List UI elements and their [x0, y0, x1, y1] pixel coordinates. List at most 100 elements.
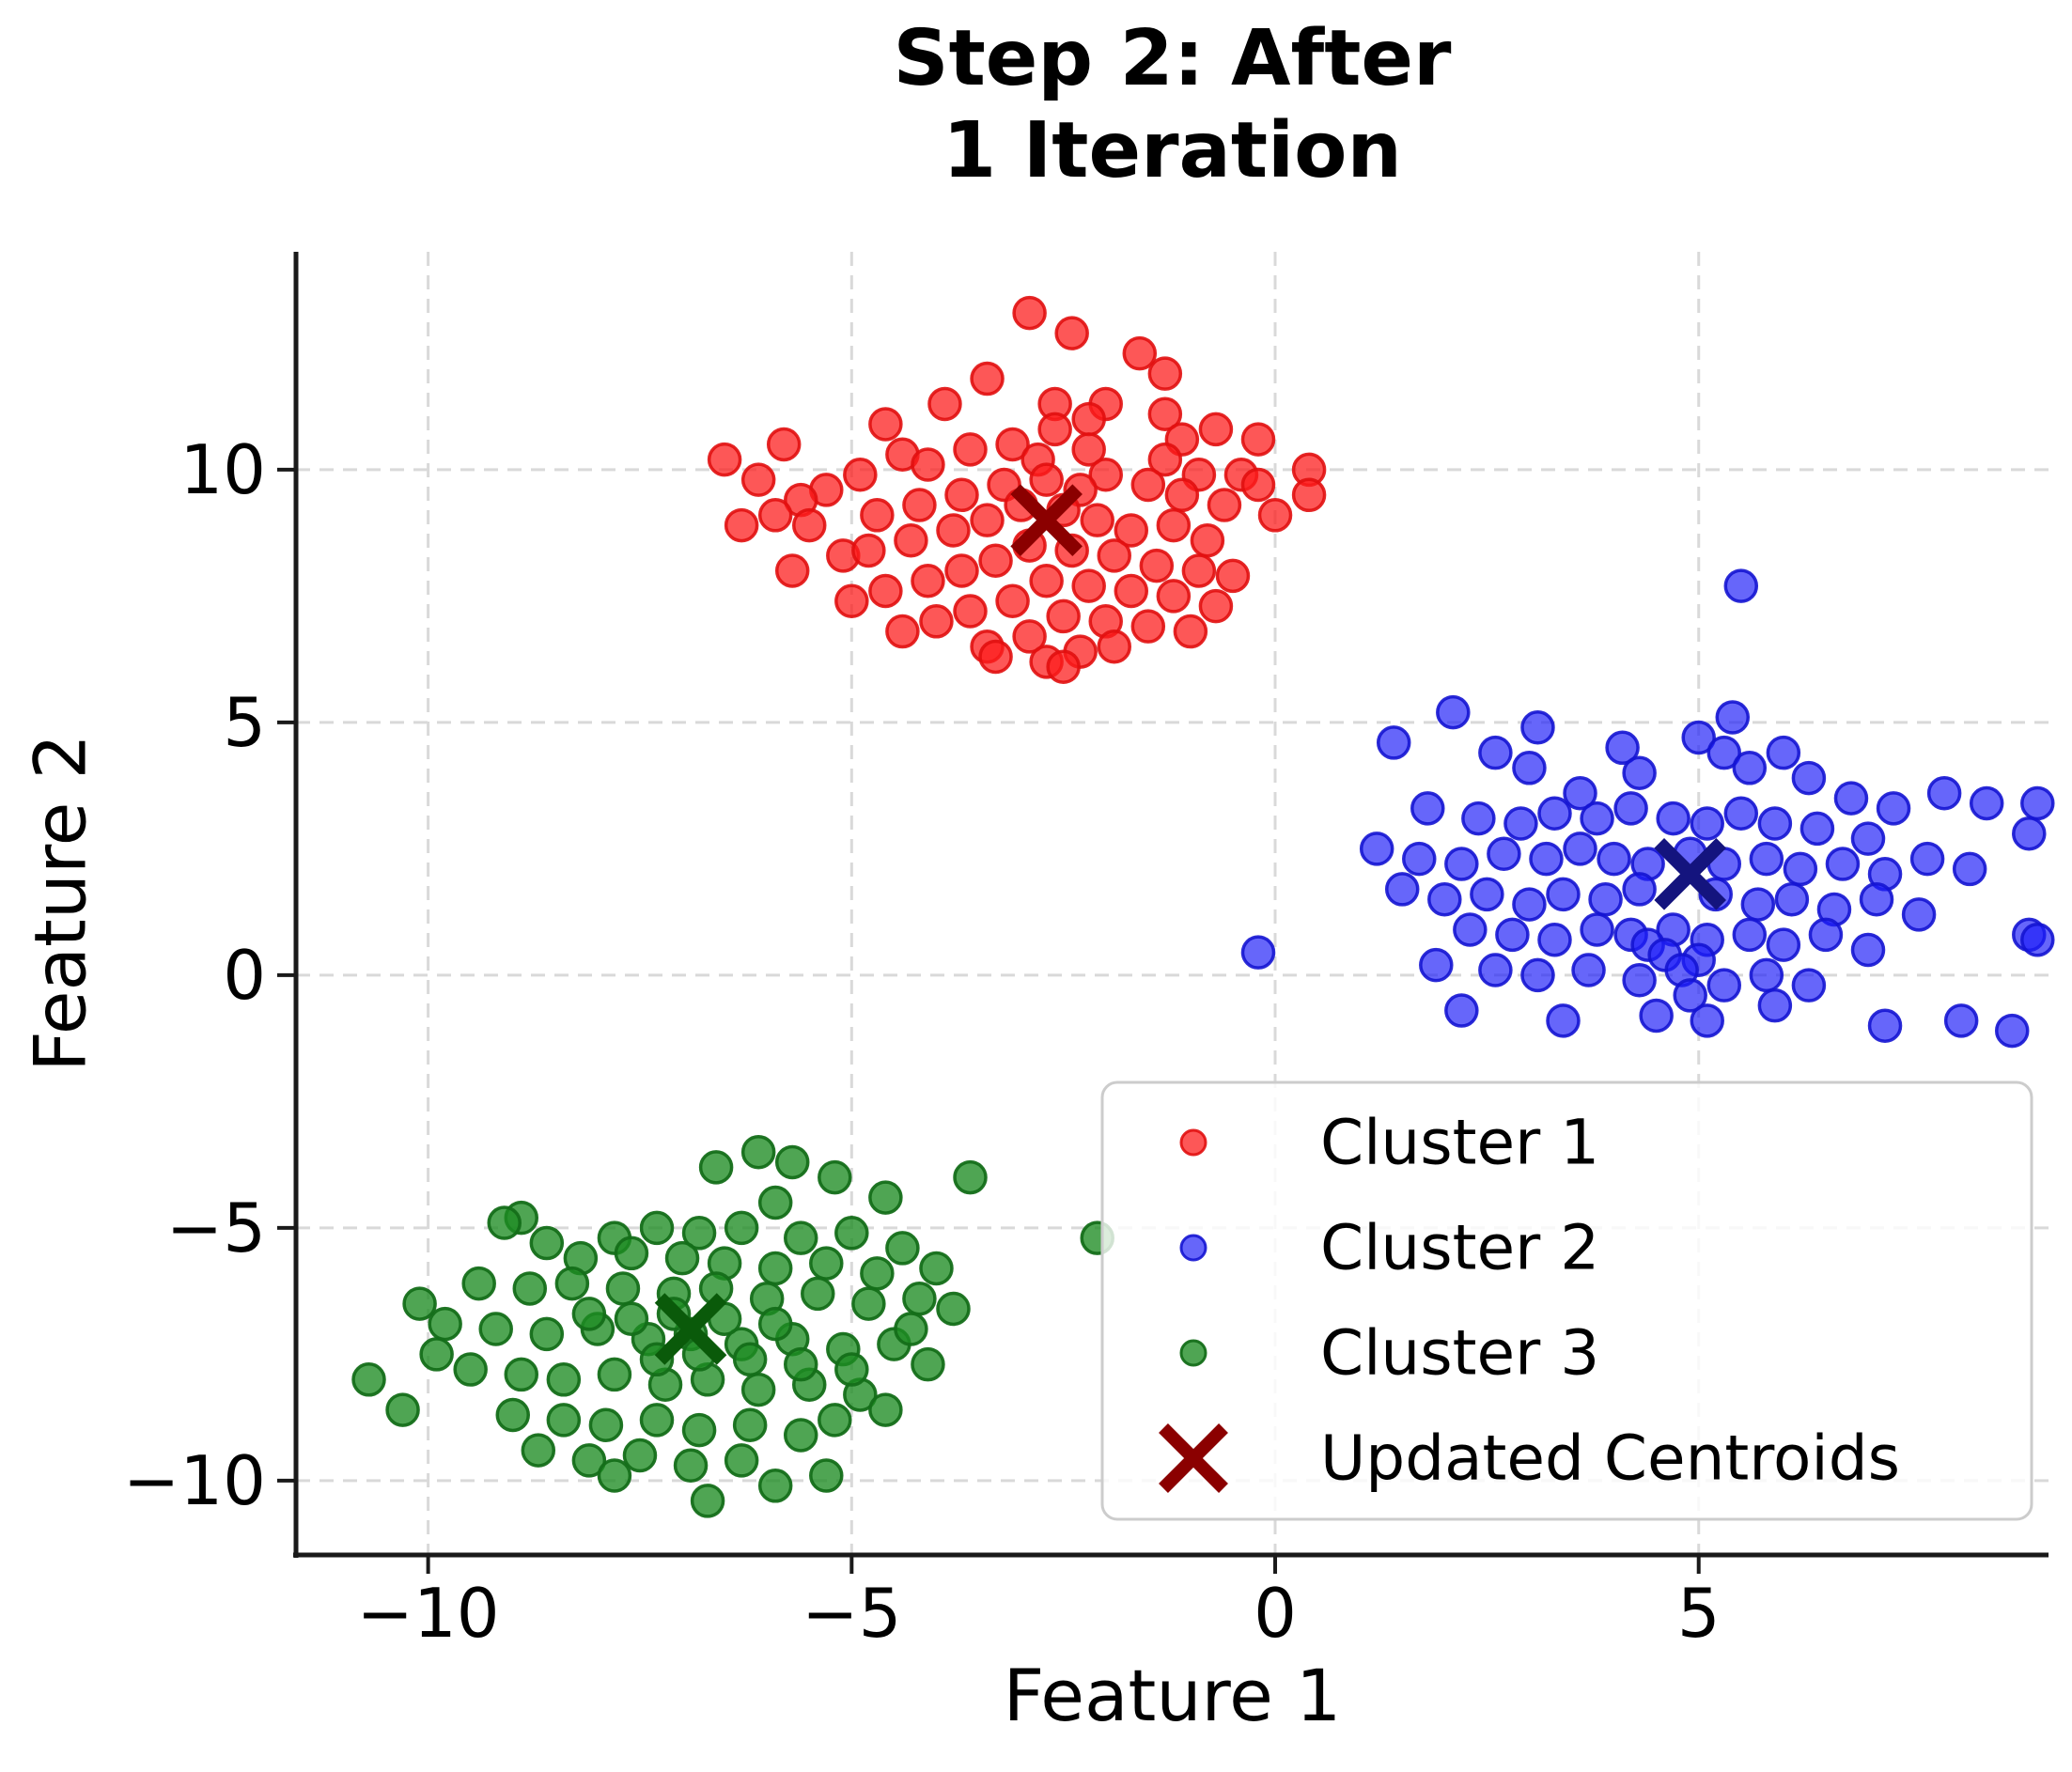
- data-point: [919, 1251, 954, 1286]
- data-point: [1580, 801, 1614, 836]
- data-point: [919, 604, 954, 639]
- data-point: [495, 1397, 531, 1433]
- series-cluster-2: [1240, 568, 2055, 1049]
- data-point: [1240, 422, 1276, 457]
- data-point: [757, 1469, 793, 1503]
- data-point: [1901, 897, 1937, 932]
- data-point: [1495, 917, 1530, 953]
- data-point: [774, 553, 810, 588]
- data-point: [868, 1392, 903, 1427]
- data-point: [707, 442, 742, 477]
- data-point: [1597, 841, 1631, 877]
- data-point: [1156, 507, 1192, 543]
- series-cluster-3: [351, 1134, 1114, 1518]
- data-point: [512, 1271, 548, 1306]
- data-point: [1766, 735, 1801, 770]
- data-point: [1622, 872, 1657, 907]
- data-point: [740, 462, 776, 497]
- chart-title: Step 2: After 1 Iteration: [893, 14, 1452, 196]
- x-tick-label: −10: [357, 1574, 500, 1653]
- data-point: [1257, 498, 1293, 533]
- data-point: [1147, 442, 1183, 477]
- data-point: [757, 498, 793, 533]
- data-point: [783, 1418, 818, 1453]
- data-point: [1147, 396, 1183, 431]
- data-point: [834, 1216, 869, 1251]
- data-point: [690, 1484, 725, 1518]
- data-point: [868, 573, 903, 609]
- data-point: [1723, 796, 1759, 831]
- data-point: [1774, 881, 1810, 917]
- data-point: [1588, 881, 1623, 917]
- data-point: [1410, 791, 1445, 826]
- data-point: [978, 639, 1013, 675]
- data-point: [1783, 851, 1818, 887]
- data-point: [1706, 968, 1742, 1003]
- data-point: [698, 1150, 734, 1185]
- data-point: [757, 1306, 793, 1342]
- data-point: [478, 1312, 513, 1346]
- data-point: [953, 432, 988, 467]
- data-point: [504, 1357, 539, 1392]
- data-point: [597, 1357, 632, 1392]
- data-point: [1740, 887, 1776, 922]
- data-point: [521, 1433, 556, 1468]
- data-point: [1537, 796, 1572, 831]
- data-point: [1029, 462, 1064, 497]
- data-point: [1139, 548, 1175, 583]
- data-point: [1825, 847, 1861, 881]
- data-point: [546, 1362, 582, 1397]
- data-point: [588, 1407, 624, 1442]
- data-point: [554, 1266, 590, 1301]
- data-point: [1546, 877, 1581, 912]
- data-point: [809, 1246, 844, 1281]
- y-tick-label: −10: [123, 1441, 266, 1520]
- data-point: [1436, 694, 1471, 730]
- data-point: [851, 1286, 886, 1321]
- data-point: [1723, 568, 1759, 603]
- data-point: [757, 1185, 793, 1220]
- data-point: [860, 498, 895, 533]
- data-point: [1673, 978, 1707, 1013]
- data-point: [970, 503, 1005, 537]
- y-tick-label: −5: [166, 1189, 266, 1267]
- legend-label: Cluster 1: [1320, 1107, 1599, 1179]
- data-point: [1512, 751, 1547, 785]
- data-point: [1198, 412, 1234, 447]
- data-point: [902, 1281, 937, 1316]
- data-point: [1876, 791, 1911, 826]
- x-tick-label: 5: [1677, 1574, 1721, 1653]
- data-point: [385, 1392, 420, 1427]
- data-point: [1605, 730, 1640, 766]
- data-point: [428, 1306, 462, 1342]
- data-point: [1097, 629, 1132, 664]
- data-point: [911, 563, 945, 598]
- data-point: [1520, 710, 1555, 745]
- data-point: [783, 1220, 818, 1255]
- legend-marker-dot: [1179, 1234, 1207, 1262]
- data-point: [1546, 1003, 1581, 1038]
- data-point: [944, 477, 979, 513]
- data-point: [1622, 963, 1657, 998]
- data-point: [681, 1216, 717, 1251]
- centroid-x-marker: [1010, 484, 1083, 556]
- data-point: [885, 614, 920, 649]
- data-point: [1114, 573, 1149, 609]
- data-point: [1453, 912, 1488, 947]
- data-point: [953, 594, 988, 629]
- data-point: [868, 407, 903, 442]
- y-axis-label: Feature 2: [18, 734, 102, 1072]
- data-point: [801, 1276, 835, 1312]
- data-point: [546, 1403, 582, 1438]
- data-point: [2012, 816, 2047, 851]
- data-point: [529, 1225, 565, 1261]
- data-point: [1732, 917, 1768, 953]
- data-point: [1419, 947, 1454, 983]
- data-point: [639, 1210, 675, 1246]
- data-point: [605, 1271, 641, 1306]
- data-point: [911, 447, 945, 482]
- data-point: [860, 1256, 895, 1291]
- x-axis-label: Feature 1: [1003, 1654, 1342, 1737]
- data-point: [664, 1240, 700, 1276]
